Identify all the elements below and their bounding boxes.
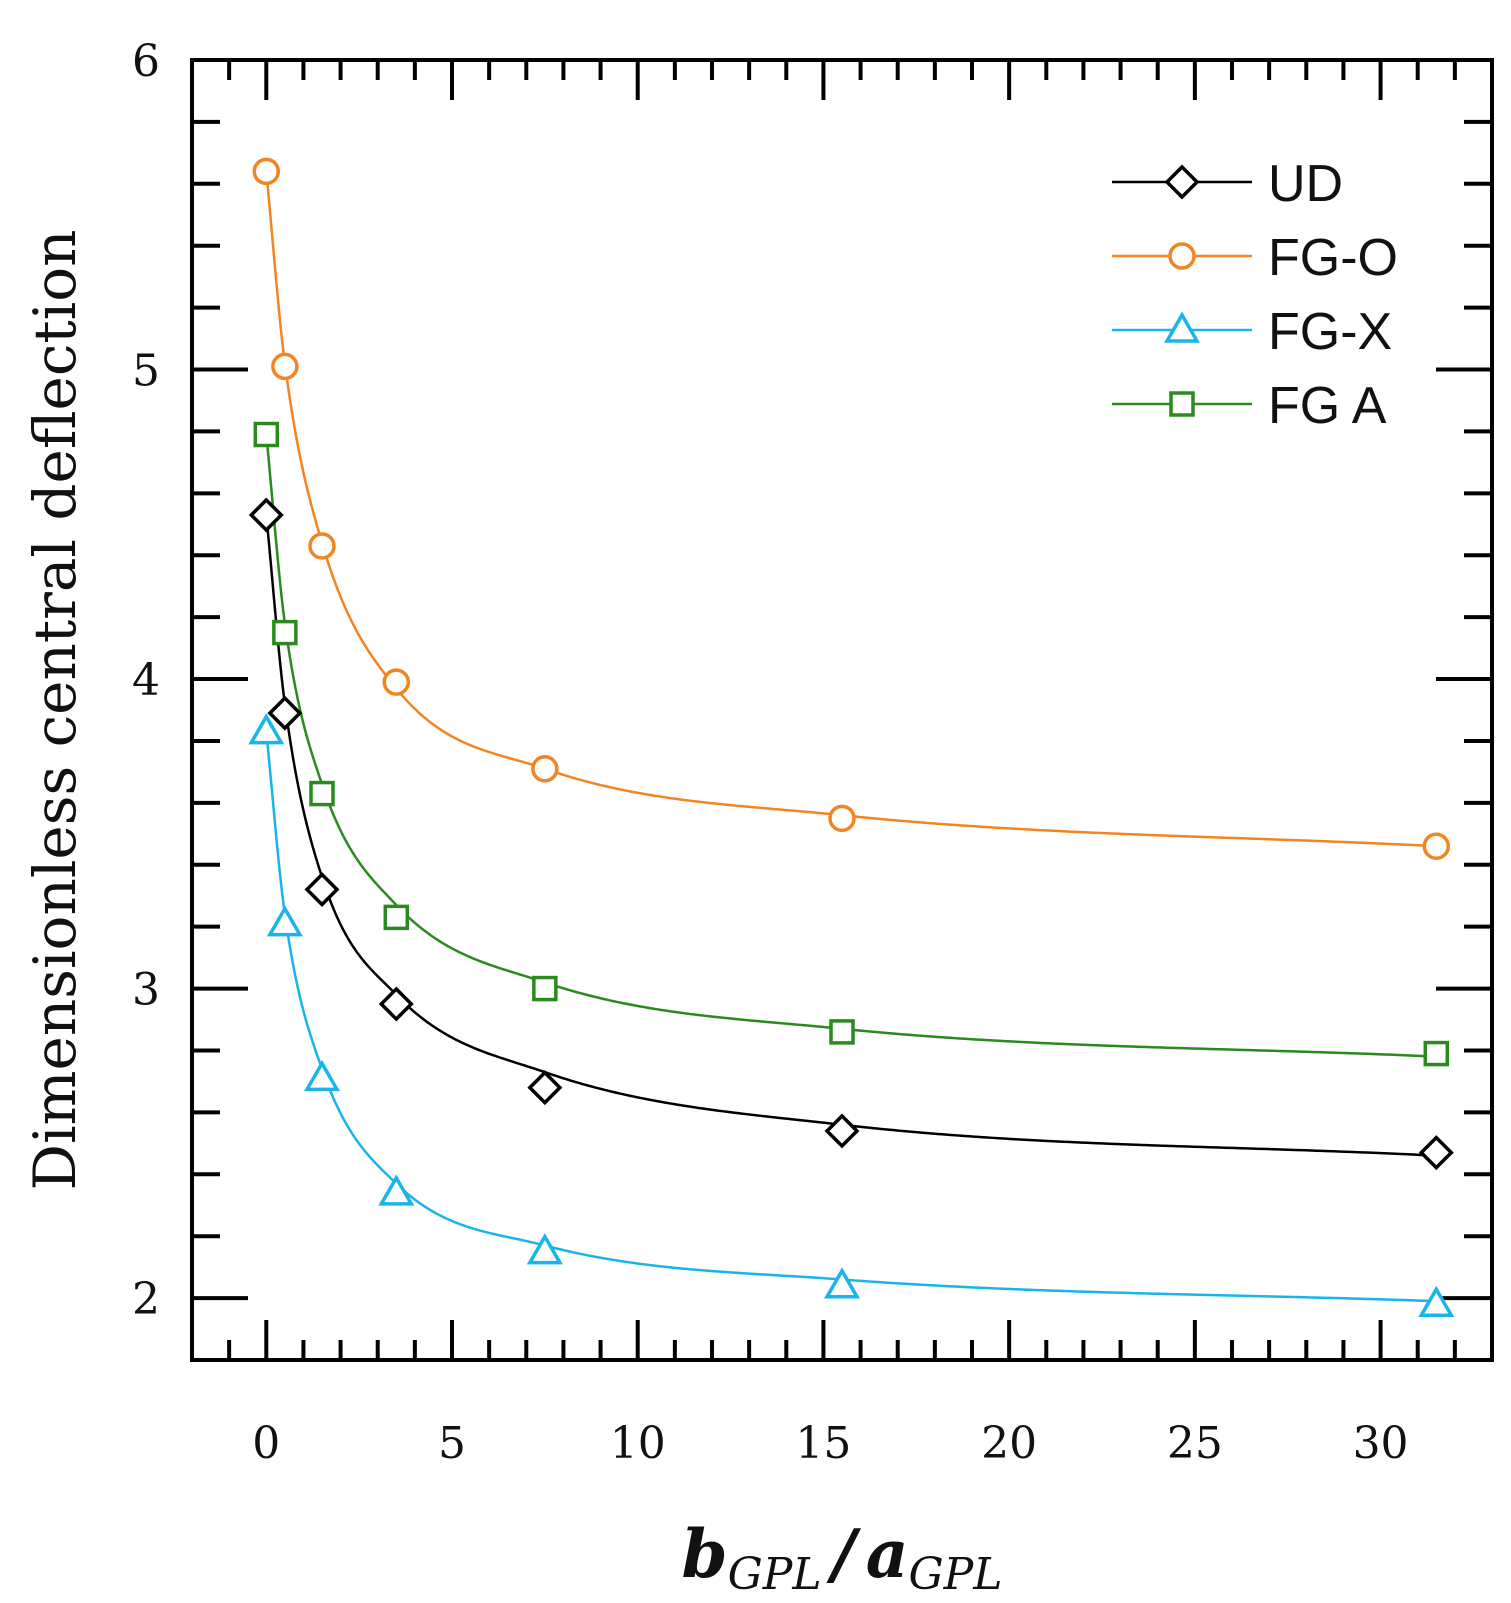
x-axis-title-a: a: [866, 1515, 909, 1593]
series-curves: [265, 171, 1437, 1303]
legend-label-fg-a: FG A: [1268, 377, 1387, 435]
legend-marker-fg-o: [1168, 242, 1196, 270]
y-tick-label: 4: [132, 655, 160, 706]
legend-label-ud: UD: [1268, 155, 1343, 213]
legend-marker-fg-a: [1169, 391, 1195, 417]
data-point-fg-a: [253, 421, 280, 448]
data-point-fg-o: [382, 668, 411, 696]
y-axis-title: Dimensionless central deflection: [21, 230, 89, 1191]
data-point-fg-a: [272, 619, 298, 646]
x-axis-title-b: b: [682, 1515, 728, 1593]
series-curve-fg-o: [265, 171, 1437, 848]
data-point-fg-a: [532, 975, 558, 1002]
series-curve-ud: [265, 514, 1437, 1157]
data-point-fg-x: [823, 1267, 861, 1299]
legend-marker-fg-x: [1163, 311, 1201, 343]
x-tick-label: 15: [795, 1418, 851, 1469]
data-point-ud: [378, 986, 414, 1022]
legend-marker-ud: [1164, 164, 1200, 200]
series-curve-fg-x: [265, 731, 1437, 1303]
data-point-fg-x: [266, 905, 303, 937]
x-axis-title-b-sub: GPL: [728, 1549, 822, 1600]
data-point-fg-o: [828, 804, 856, 833]
x-tick-label: 0: [252, 1418, 280, 1469]
axis-ticks: [192, 58, 1492, 1362]
data-point-fg-o: [308, 532, 336, 560]
plot-frame: [190, 58, 1494, 1362]
data-point-fg-o: [271, 352, 299, 381]
data-point-fg-a: [829, 1019, 855, 1045]
y-tick-label: 2: [132, 1274, 160, 1325]
x-tick-label: 30: [1353, 1418, 1409, 1469]
data-point-fg-x: [248, 713, 285, 745]
data-point-ud: [267, 695, 303, 731]
data-point-fg-x: [378, 1174, 415, 1206]
data-point-fg-o: [531, 755, 559, 783]
x-tick-label: 10: [610, 1418, 666, 1469]
x-axis-title-a-sub: GPL: [909, 1549, 1003, 1600]
x-axis-title-slash: /: [826, 1515, 862, 1593]
data-point-fg-x: [526, 1233, 563, 1265]
data-point-ud: [1418, 1135, 1454, 1171]
x-axis-title: bGPL / aGPL: [682, 1515, 1003, 1600]
y-tick-label: 3: [132, 965, 160, 1016]
data-point-fg-a: [309, 780, 335, 807]
legend: UD FG-O FG-X FG A: [1112, 155, 1398, 435]
series-markers: [248, 157, 1455, 1318]
data-point-ud: [304, 872, 340, 907]
legend-label-fg-x: FG-X: [1268, 303, 1392, 361]
axis-tick-labels: 0 5 10 15 20 25 30 2 3 4 5 6: [132, 36, 1409, 1469]
x-tick-label: 20: [981, 1418, 1037, 1469]
x-tick-label: 5: [438, 1418, 466, 1469]
data-point-fg-x: [303, 1059, 341, 1092]
series-curve-fg-a: [265, 434, 1437, 1058]
legend-label-fg-o: FG-O: [1268, 229, 1398, 287]
data-point-fg-o: [252, 157, 281, 186]
data-point-ud: [248, 497, 284, 533]
data-point-fg-x: [1418, 1285, 1455, 1318]
data-point-ud: [824, 1113, 860, 1149]
data-point-fg-o: [1422, 832, 1451, 860]
x-tick-label: 25: [1167, 1418, 1223, 1469]
data-point-fg-a: [1423, 1040, 1450, 1067]
y-tick-label: 5: [132, 346, 160, 397]
data-point-ud: [527, 1070, 563, 1106]
data-point-fg-a: [383, 904, 410, 931]
y-tick-label: 6: [132, 36, 160, 87]
